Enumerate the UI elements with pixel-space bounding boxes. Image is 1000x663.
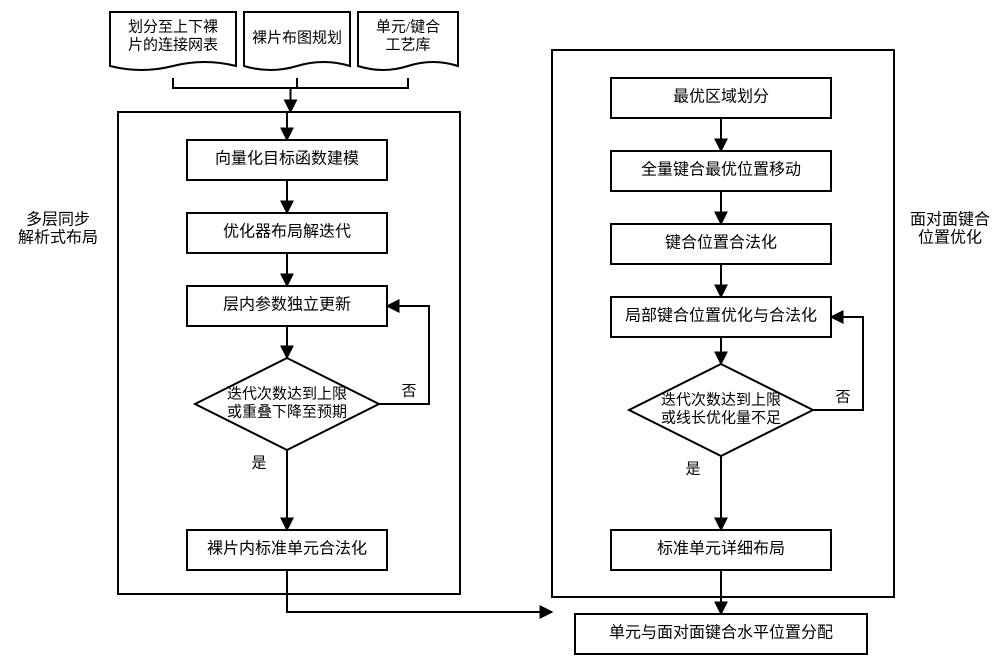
right-dec-label: 或线长优化量不足: [661, 409, 781, 426]
left-n2-label: 优化器布局解迭代: [223, 223, 351, 241]
left-caption: 解析式布局: [18, 229, 98, 247]
left-yes: 是: [251, 455, 266, 471]
left-n3-label: 层内参数独立更新: [223, 296, 351, 314]
left-dec-label: 或重叠下降至预期: [227, 403, 347, 420]
left-dec-label: 迭代次数达到上限: [227, 385, 347, 402]
left-n1-label: 向量化目标函数建模: [215, 150, 359, 168]
left-frame: [118, 112, 460, 594]
right-caption: 位置优化: [918, 229, 982, 247]
right-n2-label: 全量键合最优位置移动: [641, 161, 801, 179]
doc2-label: 工艺库: [385, 36, 430, 53]
doc2-label: 单元/键合: [376, 18, 440, 35]
final-label: 单元与面对面键合水平位置分配: [609, 624, 833, 642]
merge-bracket: [173, 78, 408, 88]
right-n1-label: 最优区域划分: [673, 88, 769, 106]
right-n4-label: 局部键合位置优化与合法化: [625, 307, 817, 325]
right-n5-label: 标准单元详细布局: [657, 540, 785, 558]
doc0-label: 划分至上下裸: [128, 18, 218, 35]
right-dec-label: 迭代次数达到上限: [661, 391, 781, 408]
doc0-label: 片的连接网表: [128, 36, 218, 53]
left-caption: 多层同步: [26, 211, 90, 229]
arrow-left-to-right: [287, 594, 552, 612]
right-yes: 是: [685, 461, 700, 477]
left-no: 否: [401, 383, 416, 399]
right-n3-label: 键合位置合法化: [665, 234, 777, 252]
left-n4-label: 裸片内标准单元合法化: [207, 540, 367, 558]
doc1-label: 裸片布图规划: [252, 29, 342, 46]
right-no: 否: [835, 389, 850, 405]
right-caption: 面对面键合: [910, 211, 990, 229]
